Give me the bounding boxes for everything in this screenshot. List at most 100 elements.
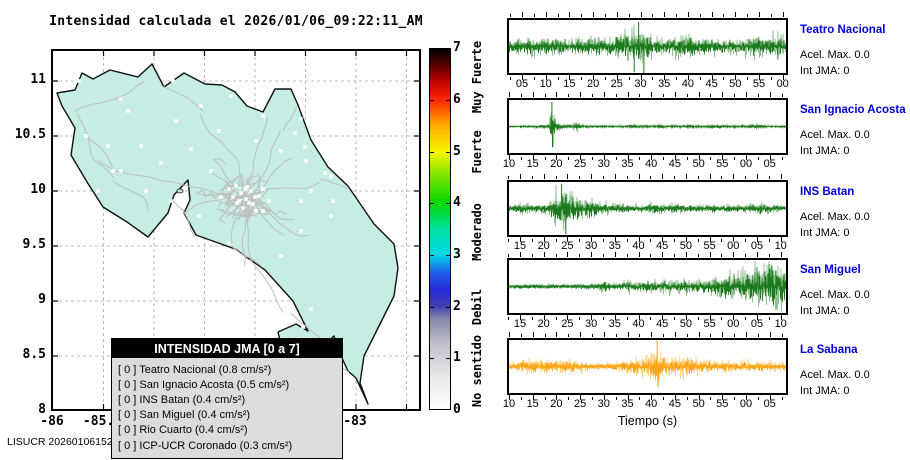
axis-tick xyxy=(640,12,642,17)
axis-tick xyxy=(580,395,582,400)
axis-tick xyxy=(567,252,569,257)
axis-tick xyxy=(757,252,758,257)
axis-tick xyxy=(674,317,676,320)
axis-tick xyxy=(723,77,725,80)
colorbar-tick-mark xyxy=(430,203,434,205)
axis-tick-label: 05 xyxy=(750,318,764,330)
map-svg xyxy=(53,51,419,409)
axis-tick-label: 25 xyxy=(561,240,574,252)
accel-max-label: Acel. Max. 0.0 xyxy=(800,369,870,381)
axis-tick xyxy=(710,334,712,337)
time-axis-label: Tiempo (s) xyxy=(617,414,678,428)
map-plot: INTENSIDAD JMA [0 a 7] [ 0 ] Teatro Naci… xyxy=(51,49,421,460)
axis-tick xyxy=(628,77,630,80)
axis-tick xyxy=(745,176,747,179)
axis-tick-label: 40 xyxy=(681,78,695,90)
axis-tick xyxy=(746,92,747,97)
axis-tick xyxy=(544,334,546,337)
axis-tick-label: 55 xyxy=(703,318,716,330)
axis-tick xyxy=(662,315,664,320)
axis-tick xyxy=(676,14,678,17)
colorbar-tick-label: 0 xyxy=(453,402,461,417)
axis-tick xyxy=(781,397,783,400)
axis-tick xyxy=(627,92,629,97)
axis-tick xyxy=(745,239,747,242)
axis-tick xyxy=(520,252,521,257)
map-y-tick-label: 11 xyxy=(30,72,46,87)
waveform-svg xyxy=(508,340,787,388)
axis-tick xyxy=(674,332,676,337)
axis-tick xyxy=(568,157,570,160)
axis-tick xyxy=(522,12,523,17)
axis-tick xyxy=(627,395,629,400)
axis-tick xyxy=(769,155,771,160)
axis-tick-label: 25 xyxy=(573,398,587,410)
axis-tick xyxy=(544,94,546,97)
axis-tick xyxy=(531,176,533,179)
map-y-tick-label: 10.5 xyxy=(14,127,46,142)
axis-tick xyxy=(568,94,570,97)
map-y-tick-label: 10 xyxy=(30,182,46,197)
axis-tick xyxy=(674,239,676,242)
axis-tick xyxy=(569,12,571,17)
axis-tick xyxy=(580,332,582,337)
axis-tick xyxy=(709,237,711,242)
axis-tick xyxy=(593,12,595,17)
legend-item: [ 0 ] San Miguel (0.4 cm/s²) xyxy=(118,409,251,422)
axis-tick xyxy=(662,174,664,179)
axis-tick xyxy=(663,334,665,337)
axis-tick-label: 45 xyxy=(656,240,669,252)
axis-tick xyxy=(520,157,522,160)
axis-tick-label: 30 xyxy=(634,78,647,90)
axis-tick-label: 35 xyxy=(608,240,621,252)
axis-tick xyxy=(698,155,700,160)
axis-tick xyxy=(757,157,759,160)
axis-tick xyxy=(638,174,640,179)
colorbar-tick-mark xyxy=(430,358,434,360)
axis-tick xyxy=(602,317,604,320)
axis-tick xyxy=(699,77,701,80)
axis-tick xyxy=(593,75,595,80)
axis-tick-label: 15 xyxy=(513,318,527,330)
axis-tick xyxy=(603,395,605,400)
colorbar-category-label: Debil xyxy=(470,288,484,325)
axis-tick xyxy=(602,254,604,257)
axis-tick xyxy=(734,94,736,97)
axis-tick xyxy=(757,94,759,97)
axis-tick xyxy=(626,239,628,242)
axis-tick xyxy=(722,92,724,97)
colorbar-tick-mark xyxy=(430,99,434,101)
axis-tick-label: 50 xyxy=(692,158,705,170)
axis-tick-label: 40 xyxy=(645,398,658,410)
axis-tick xyxy=(567,315,569,320)
accel-max-label: Acel. Max. 0.0 xyxy=(800,211,870,223)
seismogram-panel: 15 20 25 30 35 40 45 50 55 00 05 10 INS Batan Acel. M… xyxy=(505,172,910,254)
map-x-tick-label: -83 xyxy=(343,414,367,429)
axis-tick xyxy=(770,14,772,17)
axis-tick xyxy=(709,174,711,179)
colorbar-tick-mark xyxy=(446,254,450,256)
axis-tick xyxy=(639,397,641,400)
axis-tick xyxy=(614,252,616,257)
waveform-svg xyxy=(508,260,787,313)
axis-tick-label: 00 xyxy=(739,158,753,170)
accel-max-label: Acel. Max. 0.0 xyxy=(800,289,870,301)
axis-tick xyxy=(626,317,628,320)
axis-tick xyxy=(781,94,783,97)
colorbar-tick-label: 1 xyxy=(453,350,461,366)
axis-tick xyxy=(781,334,783,337)
station-label: San Miguel xyxy=(800,264,861,276)
axis-tick xyxy=(531,254,533,257)
axis-tick xyxy=(508,254,510,257)
seismogram-panel: 15 20 25 30 35 40 45 50 55 00 05 10 San Miguel Acel. … xyxy=(505,250,910,332)
axis-tick xyxy=(686,334,688,337)
axis-tick xyxy=(627,332,629,337)
axis-tick xyxy=(639,94,641,97)
axis-tick xyxy=(544,397,546,400)
axis-tick xyxy=(780,237,782,242)
axis-tick xyxy=(614,174,616,179)
colorbar-tick-label: 3 xyxy=(453,246,461,262)
axis-tick xyxy=(509,332,510,337)
axis-tick xyxy=(603,155,605,160)
